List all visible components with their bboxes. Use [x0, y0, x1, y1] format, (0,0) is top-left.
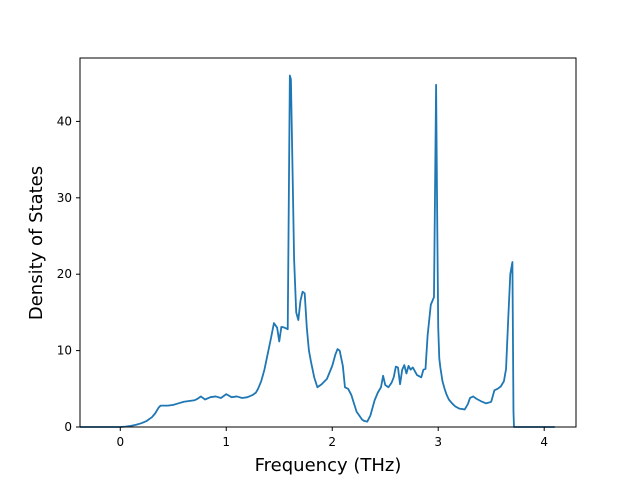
x-tick-label: 1: [222, 435, 230, 449]
x-tick-label: 3: [434, 435, 442, 449]
x-axis-label: Frequency (THz): [255, 455, 402, 476]
x-tick-label: 2: [328, 435, 336, 449]
y-axis-label: Density of States: [26, 166, 47, 320]
axes-frame: [79, 57, 577, 428]
y-tick-label: 30: [57, 191, 72, 205]
plot-area: [80, 74, 555, 428]
y-tick-label: 0: [64, 420, 72, 434]
y-tick-label: 40: [57, 114, 72, 128]
y-tick-label: 20: [57, 267, 72, 281]
x-tick-label: 0: [116, 435, 124, 449]
x-tick-label: 4: [540, 435, 548, 449]
y-tick-label: 10: [57, 344, 72, 358]
series-line-0: [80, 74, 555, 428]
